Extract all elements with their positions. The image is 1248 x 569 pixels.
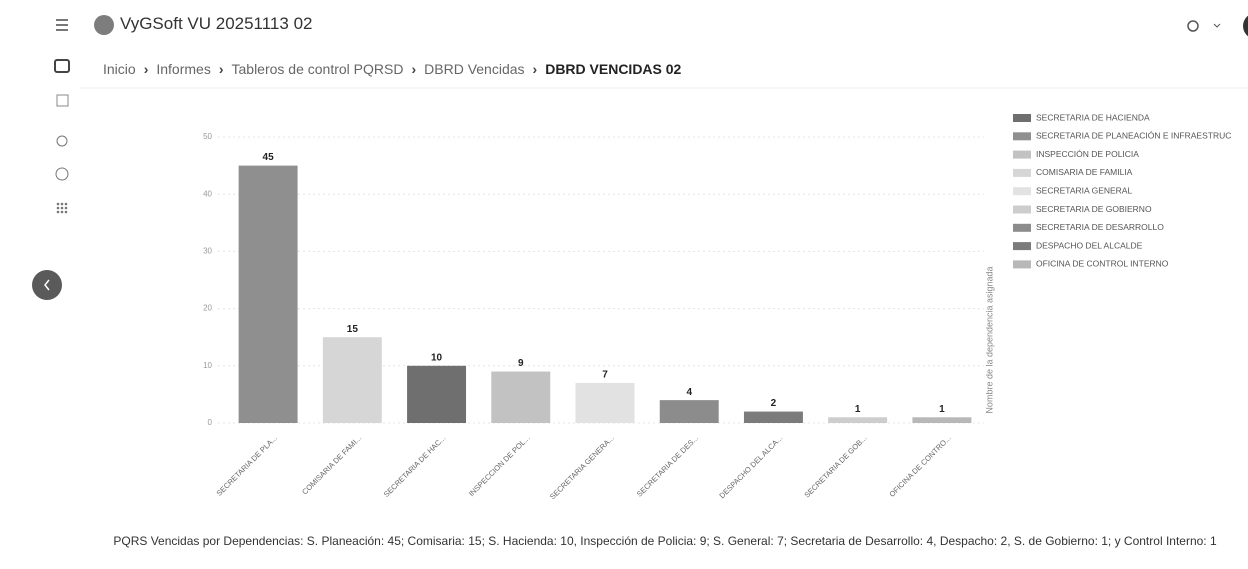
x-tick-label: SECRETARIA DE GOB...	[802, 433, 868, 499]
legend-swatch	[1013, 150, 1031, 159]
chart: 0 10 20 30 40 50 45 SECRETARIA DE PLA... 15 COMIS…	[203, 112, 1231, 501]
bar	[912, 417, 972, 423]
y-tick-label: 40	[203, 189, 212, 198]
legend-swatch	[1013, 168, 1031, 177]
legend-label: INSPECCIÓN DE POLICIA	[1036, 149, 1139, 159]
data-label: 15	[347, 324, 359, 335]
x-tick-label: DESPACHO DEL ALCA...	[717, 433, 784, 500]
avatar[interactable]	[1243, 13, 1248, 39]
bar	[491, 371, 551, 423]
calendar-icon[interactable]	[56, 94, 69, 107]
menu-icon[interactable]	[56, 19, 68, 31]
bar	[407, 365, 467, 423]
bar	[575, 382, 635, 423]
apps-icon[interactable]	[56, 202, 68, 214]
data-label: 1	[855, 404, 861, 415]
back-button[interactable]	[32, 270, 62, 300]
legend-label: SECRETARIA DE DESARROLLO	[1036, 222, 1164, 232]
bar	[238, 165, 298, 423]
x-tick-label: SECRETARIA DE HAC...	[382, 433, 448, 499]
breadcrumb-item[interactable]: Tableros de control PQRSD	[232, 61, 417, 77]
bar	[322, 337, 382, 423]
breadcrumb: Inicio Informes Tableros de control PQRSD D…	[103, 61, 689, 77]
y-tick-label: 50	[203, 132, 212, 141]
legend-swatch	[1013, 205, 1031, 214]
x-tick-label: SECRETARIA DE DES...	[635, 433, 700, 498]
home-icon[interactable]	[54, 59, 70, 73]
bar	[828, 417, 888, 423]
logo	[94, 15, 114, 35]
dropdown-arrow[interactable]	[1213, 23, 1221, 28]
refresh-button[interactable]	[1187, 20, 1199, 32]
info-icon[interactable]	[55, 167, 69, 181]
legend-label: OFICINA DE CONTROL INTERNO	[1036, 259, 1169, 269]
legend-label: SECRETARIA DE GOBIERNO	[1036, 204, 1152, 214]
legend-swatch	[1013, 114, 1031, 122]
legend-label: SECRETARIA DE HACIENDA	[1036, 112, 1150, 122]
y-tick-label: 20	[203, 304, 212, 313]
legend-label: DESPACHO DEL ALCALDE	[1036, 240, 1143, 250]
x-tick-label: SECRETARIA GENERA...	[548, 433, 616, 501]
data-label: 45	[263, 152, 275, 163]
chart-caption: PQRS Vencidas por Dependencias: S. Plane…	[113, 534, 1217, 548]
y-axis-title: Nombre de la dependencia asignada	[984, 266, 994, 413]
y-tick-label: 10	[203, 361, 212, 370]
user-icon[interactable]	[56, 135, 68, 147]
data-label: 10	[431, 352, 443, 363]
breadcrumb-item: DBRD VENCIDAS 02	[545, 61, 682, 77]
legend-swatch	[1013, 260, 1031, 269]
app-title: VyGSoft VU 20251113 02	[120, 14, 313, 33]
x-tick-label: INSPECCION DE POL...	[467, 433, 532, 498]
legend-label: SECRETARIA GENERAL	[1036, 185, 1132, 195]
bar	[659, 400, 719, 423]
data-label: 9	[518, 358, 524, 369]
x-tick-label: OFICINA DE CONTRO...	[887, 433, 952, 498]
data-label: 1	[939, 404, 945, 415]
breadcrumb-item[interactable]: Informes	[156, 61, 223, 77]
bar	[743, 411, 803, 423]
y-tick-label: 0	[208, 418, 213, 427]
breadcrumb-item[interactable]: Inicio	[103, 61, 148, 77]
data-label: 7	[602, 370, 608, 381]
legend-swatch	[1013, 223, 1031, 232]
data-label: 4	[686, 387, 692, 398]
x-tick-label: COMISARIA DE FAMI...	[300, 433, 363, 496]
x-tick-label: SECRETARIA DE PLA...	[215, 433, 279, 497]
legend-swatch	[1013, 132, 1031, 141]
data-label: 2	[771, 398, 777, 409]
y-tick-label: 30	[203, 247, 212, 256]
breadcrumb-item[interactable]: DBRD Vencidas	[424, 61, 537, 77]
legend-swatch	[1013, 242, 1031, 251]
legend-label: COMISARIA DE FAMILIA	[1036, 167, 1133, 177]
legend-swatch	[1013, 187, 1031, 196]
legend-label: SECRETARIA DE PLANEACIÓN E INFRAESTRUC	[1036, 131, 1231, 141]
